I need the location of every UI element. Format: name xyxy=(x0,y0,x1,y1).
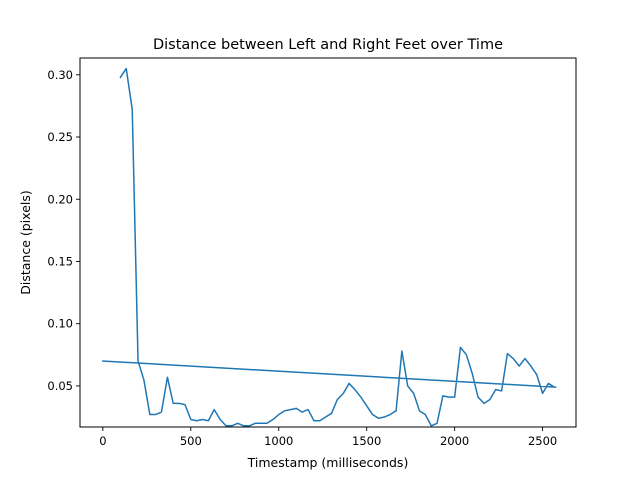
x-tick-label: 0 xyxy=(99,434,106,448)
x-axis-label: Timestamp (milliseconds) xyxy=(247,455,409,470)
y-tick-label: 0.30 xyxy=(47,68,73,82)
plot-layer xyxy=(102,67,557,427)
series-line-0 xyxy=(102,67,557,427)
x-tick-label: 500 xyxy=(180,434,202,448)
y-tick-label: 0.20 xyxy=(47,192,73,206)
x-tick-label: 2500 xyxy=(528,434,557,448)
x-tick-label: 1500 xyxy=(352,434,381,448)
y-tick-label: 0.05 xyxy=(47,379,73,393)
x-tick-label: 1000 xyxy=(264,434,293,448)
y-axis-label: Distance (pixels) xyxy=(18,190,33,294)
plot-area-frame xyxy=(79,57,577,428)
y-tick-label: 0.25 xyxy=(47,130,73,144)
y-tick-label: 0.10 xyxy=(47,317,73,331)
y-tick-label: 0.15 xyxy=(47,254,73,268)
tick-layer: 0 500 1000 1500 2000 2500 0.05 0.10 0.15 0.20 0.25… xyxy=(47,68,557,448)
x-tick-label: 2000 xyxy=(440,434,469,448)
chart-title: Distance between Left and Right Feet ove… xyxy=(153,37,503,53)
